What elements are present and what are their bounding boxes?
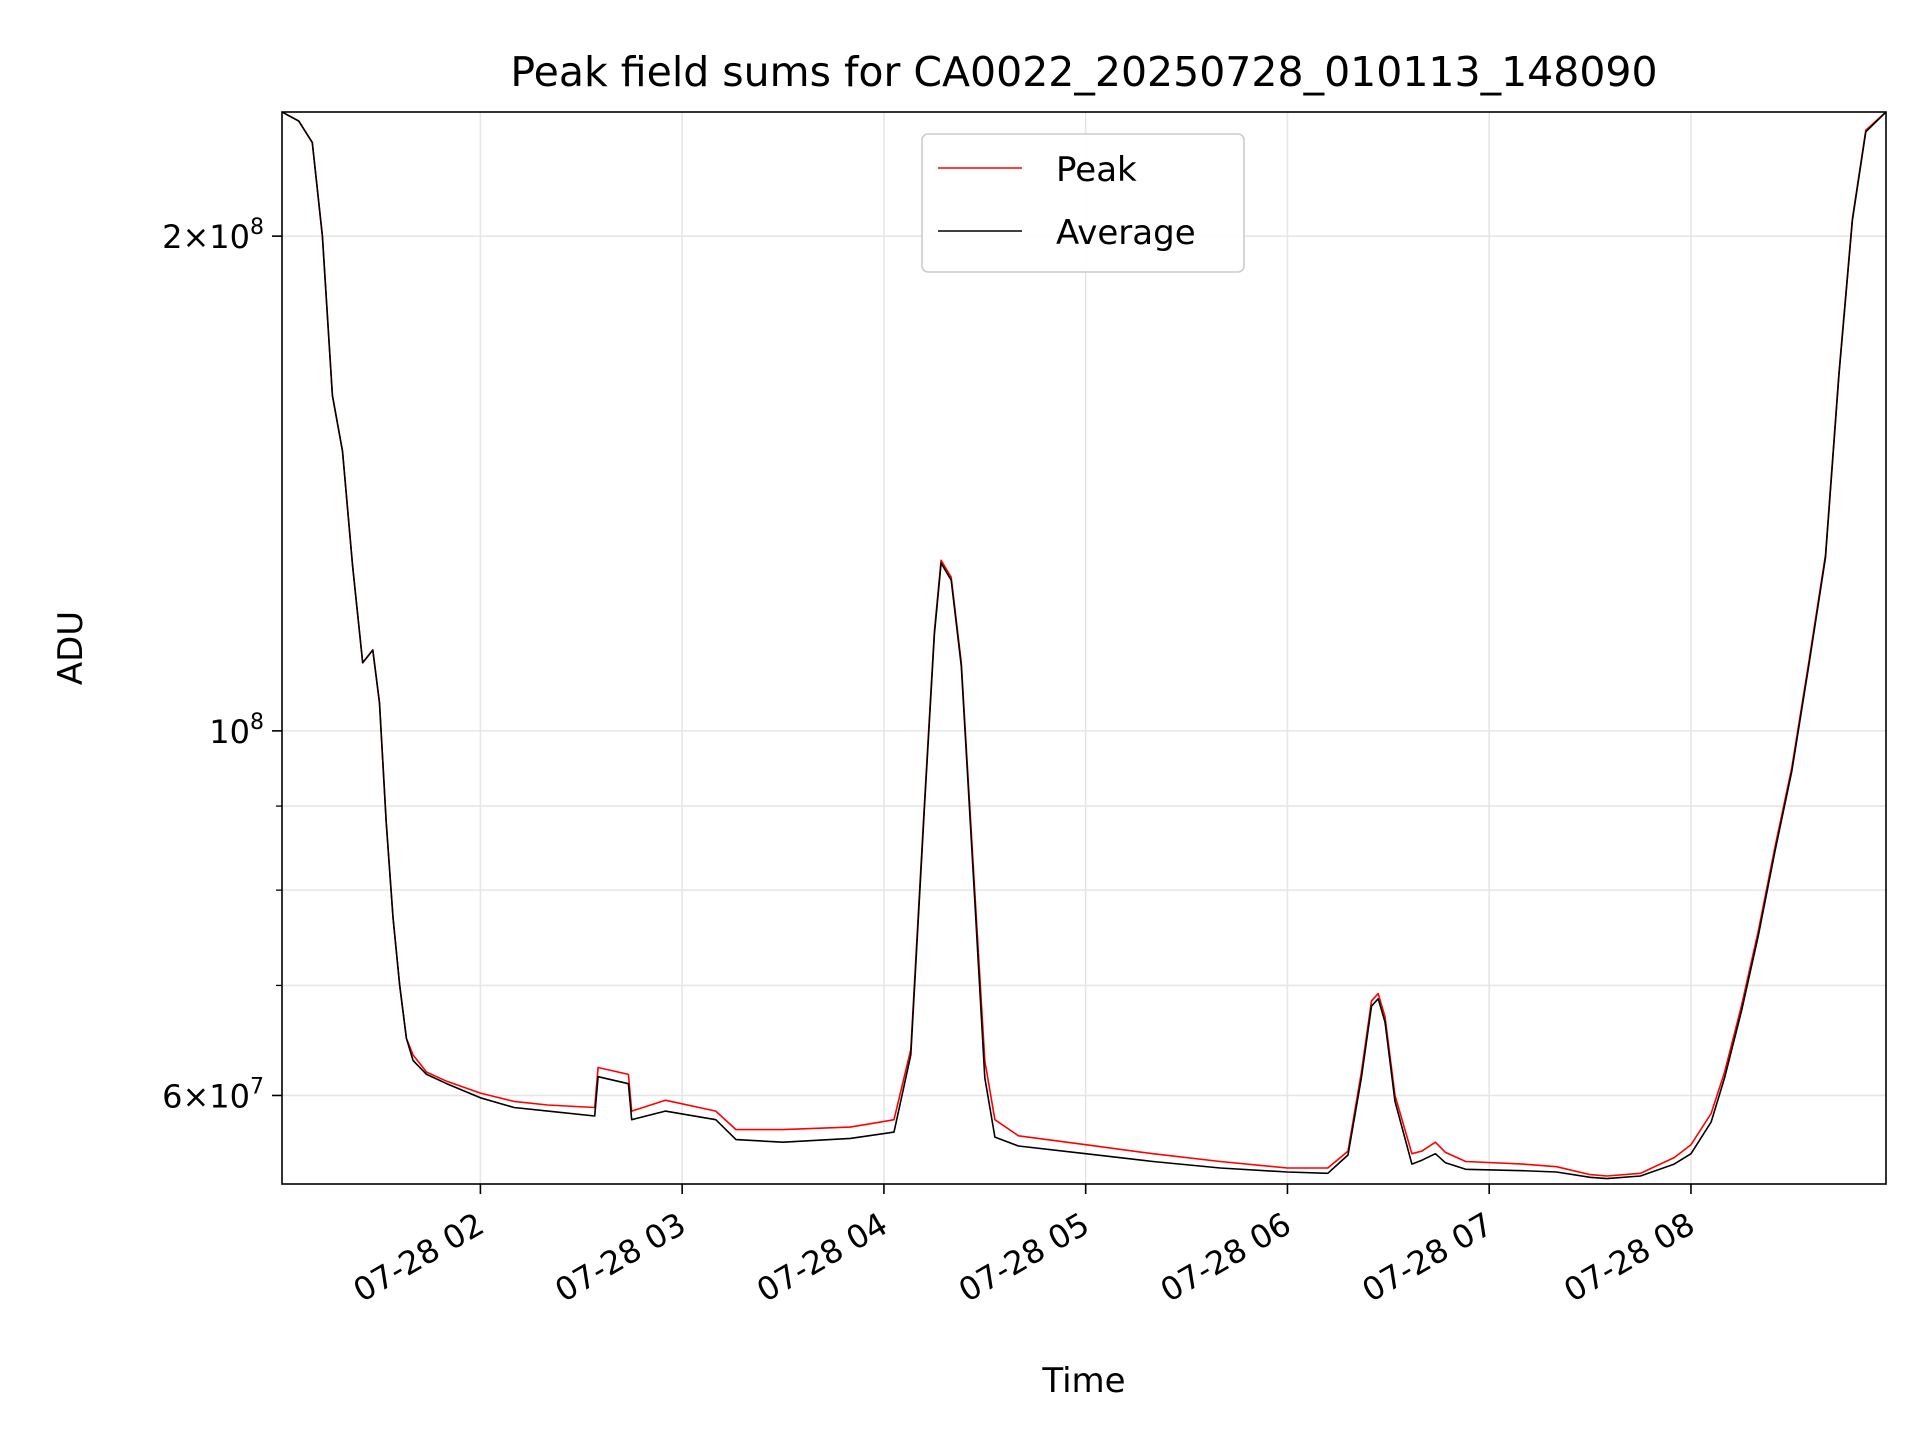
series-layer — [282, 112, 1886, 1180]
grid — [282, 112, 1886, 1184]
chart-title: Peak field sums for CA0022_20250728_0101… — [510, 48, 1657, 96]
legend: Peak Average — [921, 133, 1245, 273]
y-axis-label: ADU — [51, 611, 91, 685]
plot-area — [282, 112, 1886, 1184]
series-line-average — [282, 112, 1886, 1180]
y-tick-label: 108 — [209, 710, 264, 751]
y-tick-label: 6×107 — [162, 1074, 264, 1115]
x-axis-label: Time — [1041, 1361, 1125, 1401]
legend-label-average: Average — [1056, 213, 1196, 253]
plot-frame — [281, 111, 1887, 1185]
y-tick-label: 2×108 — [162, 215, 264, 256]
legend-label-peak: Peak — [1056, 150, 1137, 190]
